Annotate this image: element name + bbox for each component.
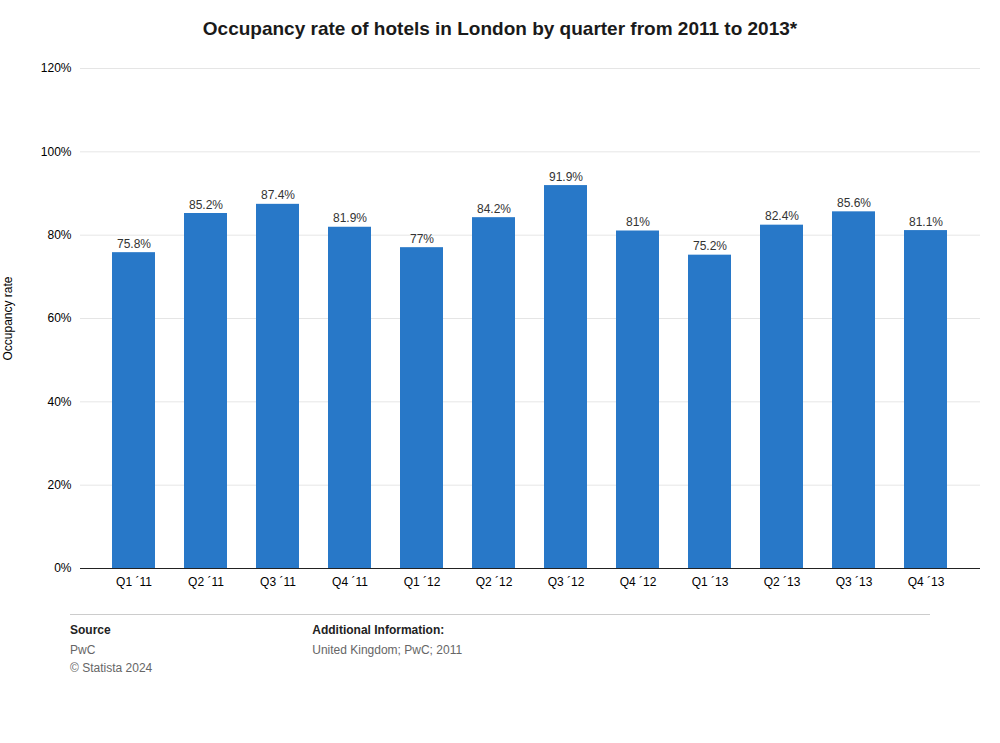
svg-text:75.8%: 75.8% <box>117 237 151 251</box>
svg-text:91.9%: 91.9% <box>549 170 583 184</box>
html-text:PwC © Statista 2024: PwC © Statista 2024 <box>70 643 153 675</box>
svg-text:Q3 ´12: Q3 ´12 <box>548 575 585 589</box>
svg-text:Q1 ´12: Q1 ´12 <box>404 575 441 589</box>
svg-text:84.2%: 84.2% <box>477 202 511 216</box>
svg-text:40%: 40% <box>47 395 71 409</box>
svg-text:Q3 ´13: Q3 ´13 <box>836 575 873 589</box>
svg-text:Q2 ´11: Q2 ´11 <box>188 575 224 589</box>
svg-text:85.6%: 85.6% <box>837 196 871 210</box>
svg-text:Q2 ´12: Q2 ´12 <box>476 575 513 589</box>
svg-text:85.2%: 85.2% <box>189 198 223 212</box>
svg-text:Q1 ´13: Q1 ´13 <box>692 575 729 589</box>
svg-text:80%: 80% <box>47 228 71 242</box>
html-text:United Kingdom; PwC; 2011: United Kingdom; PwC; 2011 <box>312 643 463 657</box>
svg-text:Q4 ´12: Q4 ´12 <box>620 575 657 589</box>
svg-text:81%: 81% <box>626 215 650 229</box>
svg-text:60%: 60% <box>47 311 71 325</box>
svg-text:0%: 0% <box>54 561 72 575</box>
svg-text:Q1 ´11: Q1 ´11 <box>116 575 152 589</box>
svg-text:81.9%: 81.9% <box>333 211 367 225</box>
html-text:Additional Information:: Additional Information: <box>312 623 445 637</box>
svg-text:Q3 ´11: Q3 ´11 <box>260 575 296 589</box>
html-text:Occupancy rate of hotels in Lo: Occupancy rate of hotels in London by qu… <box>202 18 798 39</box>
svg-text:Q2 ´13: Q2 ´13 <box>764 575 801 589</box>
svg-text:Q4 ´13: Q4 ´13 <box>908 575 945 589</box>
svg-text:75.2%: 75.2% <box>693 239 727 253</box>
svg-text:Q4 ´11: Q4 ´11 <box>332 575 368 589</box>
svg-text:120%: 120% <box>41 61 72 75</box>
html-text:Source: Source <box>70 623 111 637</box>
svg-text:82.4%: 82.4% <box>765 209 799 223</box>
svg-text:100%: 100% <box>41 145 72 159</box>
svg-text:77%: 77% <box>410 232 434 246</box>
svg-text:81.1%: 81.1% <box>909 215 943 229</box>
svg-text:Occupancy rate: Occupancy rate <box>1 276 15 360</box>
svg-text:87.4%: 87.4% <box>261 188 295 202</box>
svg-text:20%: 20% <box>47 478 71 492</box>
